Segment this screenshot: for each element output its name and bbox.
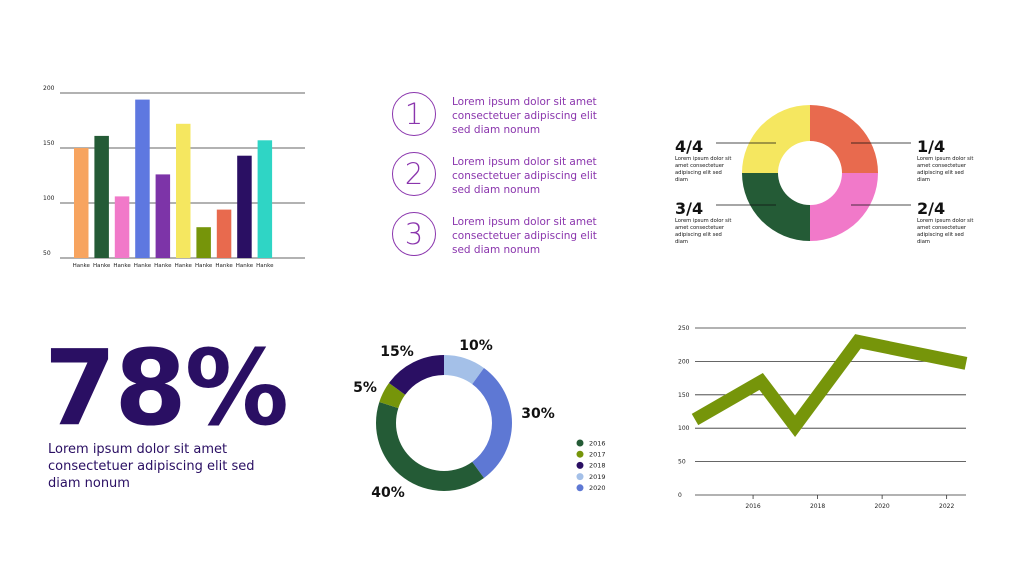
donut-slice-label: 2/4 — [917, 199, 945, 218]
bar — [237, 155, 252, 258]
bar — [94, 135, 109, 258]
line-series — [691, 334, 968, 438]
bar-y-tick: 150 — [43, 140, 55, 147]
donut-slice-label: 5% — [353, 380, 377, 396]
legend-label: 2018 — [589, 462, 606, 470]
bar-x-tick: Hanke — [256, 263, 274, 269]
big-percentage: 78% — [44, 327, 289, 449]
step-1-number: 1 — [392, 92, 436, 136]
bar-x-tick: Hanke — [134, 263, 152, 269]
bar-x-tick: Hanke — [215, 263, 233, 269]
donut-slice-text: Lorem ipsum dolor sit amet consectetuer ad… — [675, 156, 731, 183]
donut-slice-label: 1/4 — [917, 137, 945, 156]
bar-y-tick: 200 — [43, 85, 55, 92]
bar-x-tick: Hanke — [195, 263, 213, 269]
bar-x-tick: Hanke — [93, 263, 111, 269]
bar — [176, 123, 191, 258]
numbered-steps: 1 Lorem ipsum dolor sit amet consectetue… — [392, 92, 622, 272]
step-1-text: Lorem ipsum dolor sit amet consectetuer … — [452, 96, 597, 136]
donut-slice — [742, 105, 810, 173]
bar-x-tick: Hanke — [73, 263, 91, 269]
big-percentage-caption: Lorem ipsum dolor sit amet consectetuer … — [48, 442, 255, 491]
bar — [257, 140, 273, 258]
line-y-tick: 200 — [678, 358, 690, 365]
step-2-number: 2 — [392, 152, 436, 196]
step-3-text: Lorem ipsum dolor sit amet consectetuer … — [452, 216, 597, 256]
donut-slice-label: 3/4 — [675, 199, 703, 218]
line-x-tick: 2016 — [745, 503, 760, 510]
line-x-tick: 2022 — [939, 503, 954, 510]
donut-slice-label: 40% — [371, 485, 405, 501]
bar-x-tick: Hanke — [175, 263, 193, 269]
donut-slice-label: 15% — [380, 344, 414, 360]
donut-slice — [810, 173, 878, 241]
bar — [216, 209, 232, 258]
bar-x-tick: Hanke — [113, 263, 131, 269]
bar-x-tick: Hanke — [236, 263, 254, 269]
legend-label: 2017 — [589, 451, 606, 459]
bar — [135, 99, 150, 258]
donut-slice — [444, 355, 484, 385]
donut-slice-text: Lorem ipsum dolor sit amet consectetuer ad… — [917, 218, 973, 245]
line-x-tick: 2020 — [874, 503, 889, 510]
legend-swatch — [576, 450, 584, 458]
legend-label: 2020 — [589, 484, 606, 492]
bar — [74, 148, 89, 258]
bar-y-tick: 100 — [43, 195, 55, 202]
bar — [196, 227, 211, 258]
donut-slice-text: Lorem ipsum dolor sit amet consectetuer ad… — [917, 156, 973, 183]
bar — [114, 196, 130, 258]
donut-slice — [472, 367, 512, 479]
donut-slice — [810, 105, 878, 173]
line-y-tick: 150 — [678, 392, 690, 399]
legend-swatch — [576, 439, 584, 447]
donut-slice — [379, 383, 406, 409]
bar-x-tick: Hanke — [154, 263, 172, 269]
donut-slice-label: 4/4 — [675, 137, 703, 156]
line-y-tick: 100 — [678, 425, 690, 432]
line-x-tick: 2018 — [810, 503, 825, 510]
step-2-text: Lorem ipsum dolor sit amet consectetuer … — [452, 156, 597, 196]
legend-label: 2019 — [589, 473, 606, 481]
step-2: 2 Lorem ipsum dolor sit amet consectetue… — [392, 152, 622, 212]
step-1: 1 Lorem ipsum dolor sit amet consectetue… — [392, 92, 622, 152]
legend-label: 2016 — [589, 439, 606, 447]
line-y-tick: 250 — [678, 325, 690, 332]
donut-slice-text: Lorem ipsum dolor sit amet consectetuer ad… — [675, 218, 731, 245]
donut-slice — [388, 355, 444, 395]
donut-slice — [742, 173, 810, 241]
step-3: 3 Lorem ipsum dolor sit amet consectetue… — [392, 212, 622, 272]
bar — [155, 174, 171, 258]
legend-swatch — [576, 461, 584, 469]
line-y-tick: 50 — [678, 459, 686, 466]
donut-slice-label: 30% — [521, 406, 555, 422]
donut-slice — [376, 401, 484, 492]
donut-slice-label: 10% — [459, 338, 493, 354]
legend-swatch — [576, 473, 584, 481]
legend-swatch — [576, 484, 584, 492]
step-3-number: 3 — [392, 212, 436, 256]
line-y-tick: 0 — [678, 492, 682, 499]
bar-y-tick: 50 — [43, 250, 51, 257]
